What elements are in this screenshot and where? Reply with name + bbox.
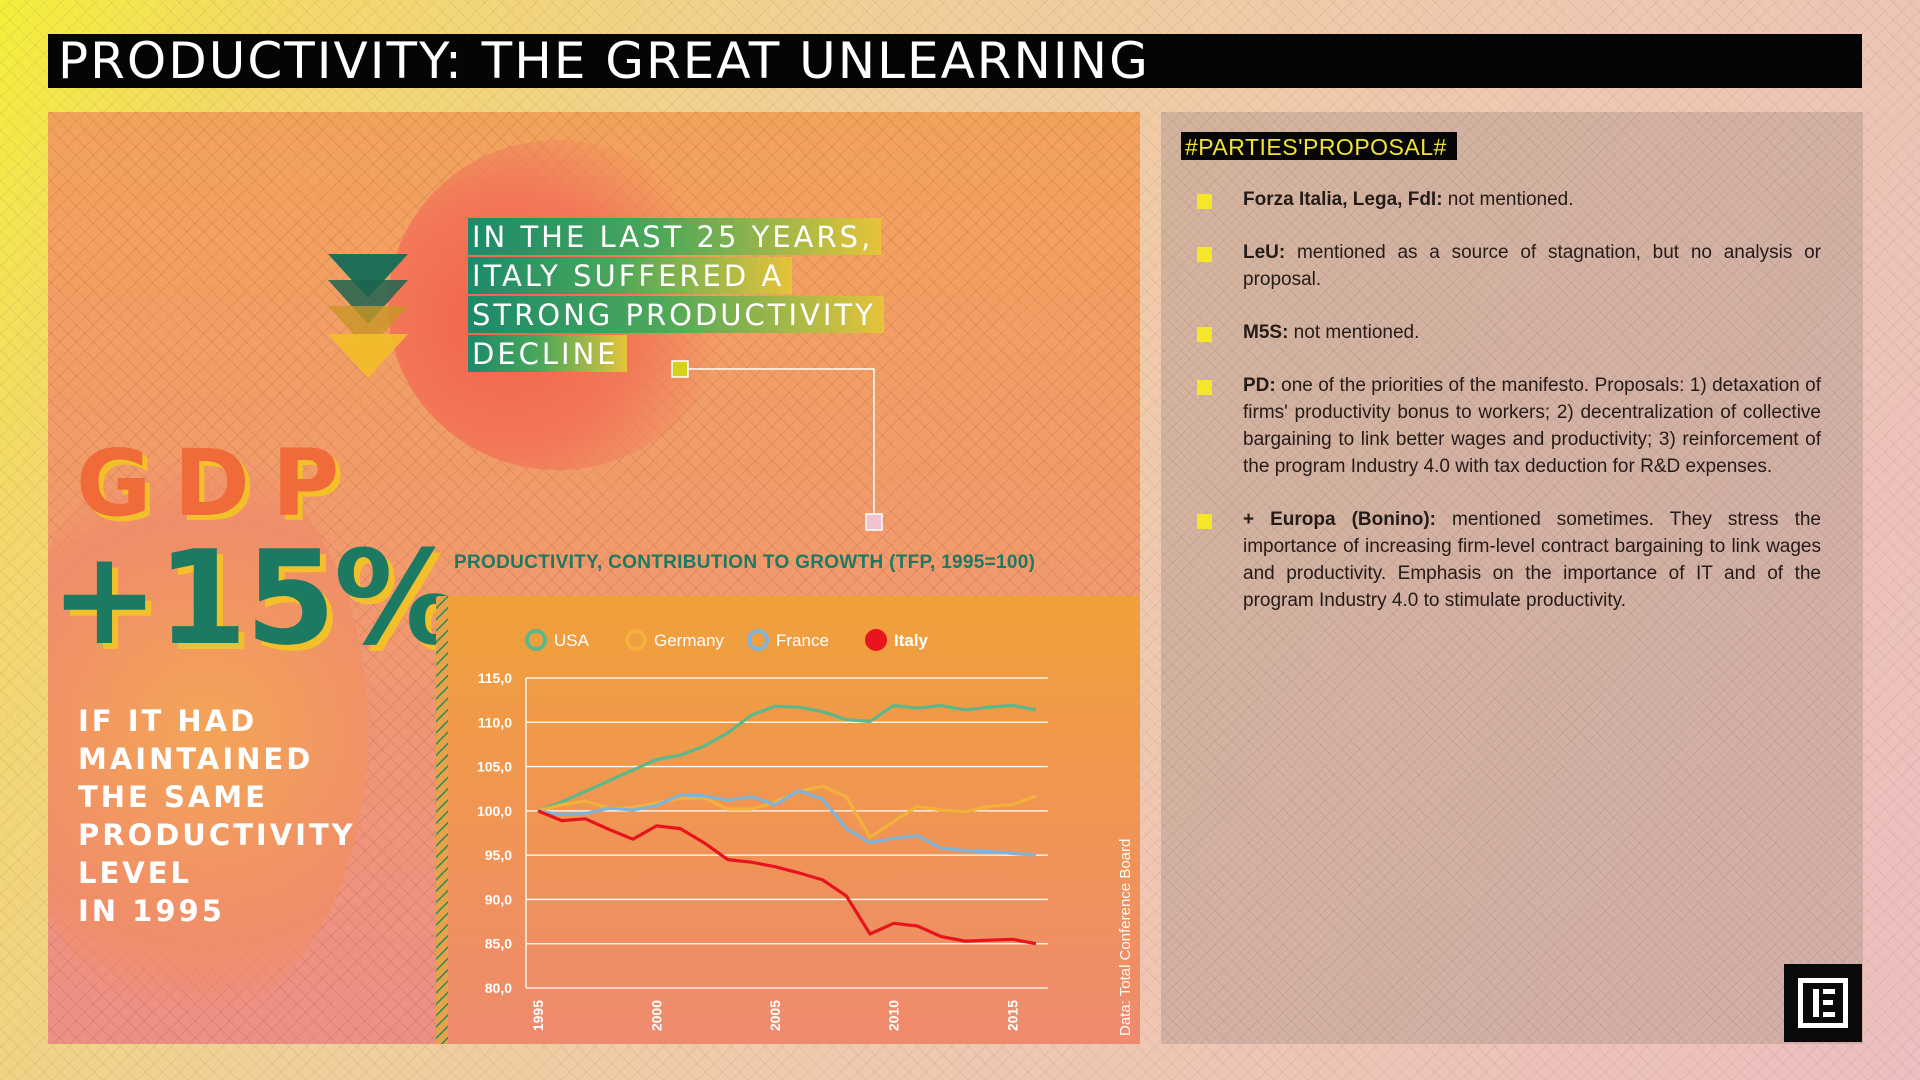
list-item: LeU: mentioned as a source of stagnation… [1197, 239, 1821, 293]
bullet-icon [1197, 380, 1212, 395]
party-text: not mentioned. [1288, 322, 1420, 343]
gdp-label: GDP [76, 430, 362, 537]
y-tick-label: 85,0 [485, 936, 512, 952]
legend-label: USA [554, 631, 590, 650]
legend-marker [625, 629, 647, 651]
decorative-circle-left [48, 442, 368, 1022]
y-tick-label: 115,0 [478, 670, 512, 686]
party-text: mentioned as a source of stagnation, but… [1243, 242, 1821, 290]
y-tick-label: 105,0 [477, 759, 512, 775]
gdp-note-line: LEVEL [78, 856, 193, 890]
legend-marker [865, 629, 887, 651]
gdp-note-line: IN 1995 [78, 894, 225, 928]
bullet-icon [1197, 247, 1212, 262]
bullet-icon [1197, 194, 1212, 209]
y-tick-label: 100,0 [477, 803, 512, 819]
chart-stripe [436, 596, 448, 1044]
gdp-value: +15% [50, 522, 464, 674]
x-tick-label: 1995 [530, 1000, 546, 1031]
x-tick-label: 2000 [649, 1000, 665, 1031]
gdp-note: IF IT HAD MAINTAINED THE SAME PRODUCTIVI… [78, 702, 408, 930]
party-text: not mentioned. [1442, 189, 1574, 210]
y-tick-label: 110,0 [478, 714, 512, 730]
y-tick-label: 95,0 [485, 847, 512, 863]
gdp-note-line: IF IT HAD [78, 704, 258, 738]
list-item: M5S: not mentioned. [1197, 319, 1821, 346]
party-name: LeU: [1243, 242, 1286, 263]
party-name: PD: [1243, 375, 1276, 396]
x-tick-label: 2010 [886, 1000, 902, 1031]
triangles-icon [328, 254, 408, 404]
series-line-italy [537, 809, 1037, 946]
bullet-icon [1197, 514, 1212, 529]
gdp-note-line: PRODUCTIVITY [78, 818, 356, 852]
headline-line: ITALY SUFFERED A [468, 257, 793, 294]
legend-label: Germany [654, 631, 724, 650]
list-item: PD: one of the priorities of the manifes… [1197, 372, 1821, 480]
legend-marker [747, 629, 769, 651]
headline-line: IN THE LAST 25 YEARS, [468, 218, 882, 255]
headline-line: DECLINE [468, 335, 627, 372]
party-text: one of the priorities of the manifesto. … [1243, 375, 1821, 477]
line-chart: 115,0 110,0 105,0 100,0 95,0 90,0 85,0 80,0 1995… [436, 596, 1140, 1044]
chart-svg: 115,0 110,0 105,0 100,0 95,0 90,0 85,0 80,0 1995… [436, 596, 1140, 1044]
legend-marker [525, 629, 547, 651]
left-panel: IN THE LAST 25 YEARS, ITALY SUFFERED A S… [48, 112, 1140, 1044]
bullet-icon [1197, 327, 1212, 342]
chart-background [448, 596, 1140, 1044]
brand-logo-icon [1784, 964, 1862, 1042]
headline: IN THE LAST 25 YEARS, ITALY SUFFERED A S… [468, 218, 884, 374]
legend-label: Italy [894, 631, 929, 650]
y-tick-label: 80,0 [485, 980, 512, 996]
chart-source: Data: Total Conference Board [1117, 839, 1134, 1036]
party-name: Forza Italia, Lega, FdI: [1243, 189, 1443, 210]
x-tick-label: 2005 [767, 1000, 783, 1031]
list-item: Forza Italia, Lega, FdI: not mentioned. [1197, 186, 1821, 213]
page-title: PRODUCTIVITY: THE GREAT UNLEARNING [48, 34, 1862, 88]
series-line-usa [537, 703, 1037, 813]
right-panel: #PARTIES'PROPOSAL# Forza Italia, Lega, F… [1161, 112, 1863, 1044]
headline-line: STRONG PRODUCTIVITY [468, 296, 884, 333]
party-text: mentioned sometimes. They stress the imp… [1243, 509, 1821, 611]
gdp-note-line: THE SAME [78, 780, 268, 814]
list-item: + Europa (Bonino): mentioned sometimes. … [1197, 506, 1821, 614]
y-tick-label: 90,0 [485, 891, 512, 907]
series-line-france [537, 788, 1037, 857]
x-tick-label: 2015 [1004, 1000, 1020, 1031]
party-name: M5S: [1243, 322, 1289, 343]
proposals-tag: #PARTIES'PROPOSAL# [1181, 132, 1457, 160]
legend-label: France [776, 631, 829, 650]
party-name: + Europa (Bonino): [1243, 509, 1437, 530]
chart-title: PRODUCTIVITY, CONTRIBUTION TO GROWTH (TF… [454, 552, 1036, 573]
proposal-list: Forza Italia, Lega, FdI: not mentioned. … [1197, 186, 1821, 640]
gdp-note-line: MAINTAINED [78, 742, 314, 776]
